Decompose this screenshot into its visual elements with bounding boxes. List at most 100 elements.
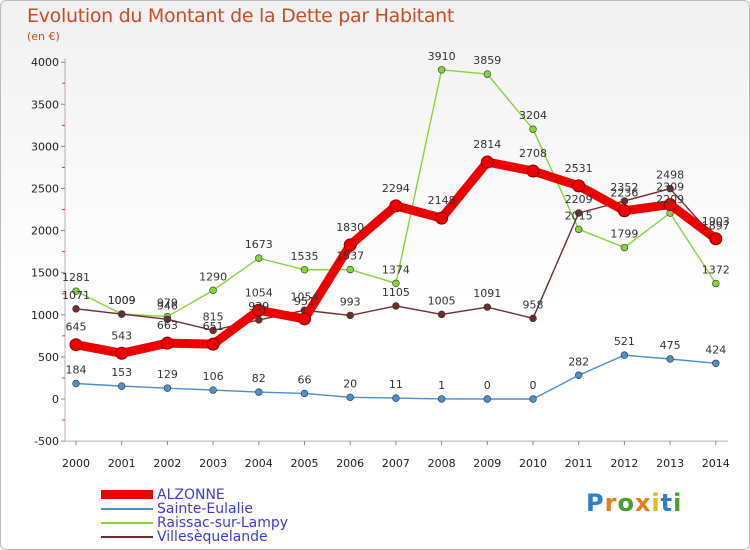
data-label: 20 (343, 377, 357, 390)
data-label: 1537 (336, 250, 364, 263)
data-point (160, 336, 174, 350)
data-point (392, 279, 400, 288)
data-point (72, 287, 80, 295)
data-label: 958 (523, 298, 544, 311)
data-point (483, 70, 491, 78)
data-label: 1005 (428, 294, 456, 307)
data-label: 1830 (336, 221, 364, 234)
data-label: 3204 (519, 109, 547, 122)
data-label: 645 (66, 321, 87, 334)
data-label: 1372 (702, 263, 730, 276)
data-point (252, 303, 266, 317)
data-point (437, 395, 446, 403)
data-point (72, 379, 80, 388)
data-label: 2498 (656, 169, 684, 182)
y-tick-label: 2500 (31, 183, 59, 196)
data-label: 2708 (519, 147, 547, 160)
data-point (392, 394, 400, 402)
data-label: 2814 (473, 138, 501, 151)
data-point (389, 199, 403, 213)
unit-label: (en €) (27, 30, 60, 43)
data-label: 475 (660, 339, 681, 352)
legend-swatch (101, 508, 153, 510)
y-tick-label: 3000 (31, 140, 59, 153)
y-tick-label: 2000 (31, 225, 59, 238)
x-tick-label: 2002 (153, 457, 181, 470)
data-label: 184 (66, 364, 87, 377)
x-tick-label: 2003 (199, 457, 227, 470)
data-label: 521 (614, 335, 635, 348)
data-point (209, 386, 217, 394)
data-point (483, 303, 491, 311)
legend-swatch (101, 536, 153, 538)
y-tick-label: 4000 (31, 56, 59, 69)
data-label: 815 (203, 310, 224, 323)
x-tick-label: 2014 (702, 457, 730, 470)
chart-title: Evolution du Montant de la Dette par Hab… (27, 5, 455, 27)
legend-label: Sainte-Eulalie (157, 501, 253, 517)
x-tick-label: 2009 (473, 457, 501, 470)
data-point (574, 225, 583, 234)
data-point (117, 310, 126, 318)
logo-letter: x (634, 489, 652, 517)
data-label: 2015 (565, 209, 593, 222)
legend-swatch (101, 490, 153, 499)
data-label: 2531 (565, 162, 593, 175)
data-point (343, 238, 357, 252)
x-tick-label: 2004 (245, 457, 273, 470)
data-point (572, 179, 586, 193)
data-label: 2148 (428, 194, 456, 207)
data-point (483, 395, 491, 403)
x-tick-label: 2007 (382, 457, 410, 470)
data-label: 1091 (473, 287, 501, 300)
data-point (709, 232, 723, 246)
y-tick-label: 3500 (31, 98, 59, 111)
data-point (69, 338, 83, 352)
data-label: 106 (203, 370, 224, 383)
data-label: 2209 (656, 193, 684, 206)
data-label: 1535 (291, 250, 319, 263)
data-point (620, 351, 629, 359)
data-label: 282 (568, 355, 589, 368)
data-point (206, 337, 220, 351)
data-point (666, 355, 674, 363)
data-label: 1009 (108, 294, 136, 307)
data-label: 153 (111, 366, 132, 379)
data-point (666, 184, 674, 193)
data-label: 2294 (382, 182, 410, 195)
data-label: 1054 (291, 290, 319, 303)
data-label: 1673 (245, 238, 273, 251)
legend-label: Raissac-sur-Lampy (157, 515, 289, 531)
data-point (617, 204, 631, 218)
data-label: 82 (252, 372, 266, 385)
data-label: 946 (157, 299, 178, 312)
axes: -500050010001500200025003000350040002000… (31, 56, 730, 470)
data-label: 1281 (62, 271, 90, 284)
data-point (72, 305, 80, 313)
data-point (712, 279, 720, 288)
y-tick-label: 0 (52, 393, 59, 406)
logo-letter: i (651, 489, 661, 517)
data-label: 651 (203, 320, 224, 333)
data-point (574, 371, 583, 379)
data-point (163, 315, 172, 324)
data-point (346, 393, 354, 402)
data-point (255, 254, 263, 262)
y-tick-label: -500 (34, 435, 59, 448)
data-label: 66 (298, 373, 312, 386)
data-label: 1799 (610, 228, 638, 241)
data-point (117, 382, 126, 390)
data-point (255, 388, 263, 396)
data-label: 1009 (108, 294, 136, 307)
data-label: 543 (111, 329, 132, 342)
data-label: 2309 (656, 181, 684, 194)
data-label: 663 (157, 319, 178, 332)
y-tick-label: 1000 (31, 309, 59, 322)
data-point (209, 286, 217, 295)
data-point (300, 266, 309, 274)
data-label: 3910 (428, 50, 456, 63)
data-point (115, 346, 129, 360)
y-tick-label: 500 (38, 351, 59, 364)
